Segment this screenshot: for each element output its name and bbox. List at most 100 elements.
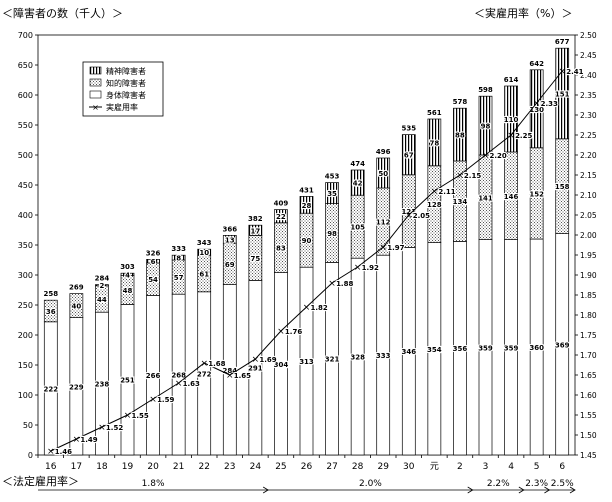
y-right-tick-label: 1.85 (580, 291, 597, 300)
legal-rate-arrow (467, 486, 474, 494)
x-tick-label: 5 (534, 462, 540, 472)
y-right-tick-label: 2.10 (580, 191, 597, 200)
rate-label: 1.59 (157, 396, 174, 404)
label-mental: 13 (225, 236, 235, 244)
label-mental: 2 (99, 282, 104, 290)
label-total: 366 (222, 225, 237, 233)
legal-rate-label: 2.2% (487, 479, 510, 489)
x-tick-label: 6 (559, 462, 565, 472)
label-total: 284 (95, 275, 110, 283)
rate-label: 1.46 (55, 448, 72, 456)
rate-point: × (98, 423, 106, 433)
x-tick-label: 19 (122, 462, 134, 472)
label-intellectual: 128 (427, 201, 442, 209)
label-intellectual: 112 (376, 219, 391, 227)
rate-label: 1.65 (234, 372, 251, 380)
label-intellectual: 36 (46, 308, 56, 316)
label-mental: 6 (151, 258, 156, 266)
y-right-tick-label: 1.65 (580, 371, 597, 380)
label-mental: 67 (404, 152, 414, 160)
x-tick-label: 17 (71, 462, 82, 472)
bar-mental (120, 272, 135, 276)
rate-label: 2.11 (438, 188, 455, 196)
rate-label: 1.97 (387, 244, 404, 252)
y-left-tick-label: 250 (18, 301, 33, 310)
label-intellectual: 98 (327, 230, 337, 238)
label-physical: 284 (222, 367, 237, 375)
bar-mental (427, 118, 442, 167)
rate-point: × (175, 379, 183, 389)
x-tick-label: 3 (483, 462, 489, 472)
rate-point: × (226, 371, 234, 381)
label-mental: 17 (250, 227, 260, 235)
rate-point: × (328, 279, 336, 289)
y-right-tick-label: 2.30 (580, 111, 597, 120)
legal-rate-arrow (518, 486, 525, 494)
rate-point: × (47, 447, 55, 457)
x-tick-label: 25 (275, 462, 286, 472)
label-physical: 229 (69, 383, 84, 391)
rate-point: × (533, 99, 541, 109)
x-tick-label: 元 (430, 462, 439, 472)
bar-mental (453, 107, 467, 162)
rate-label: 1.49 (80, 436, 97, 444)
y-left-tick-label: 150 (18, 361, 33, 370)
y-right-tick-label: 1.95 (580, 251, 597, 260)
rate-label: 1.88 (336, 280, 353, 288)
rate-point: × (303, 303, 311, 313)
x-tick-label: 20 (147, 462, 159, 472)
label-mental: 28 (302, 202, 312, 210)
label-intellectual: 57 (174, 274, 184, 282)
label-mental: 98 (481, 123, 491, 131)
y-right-tick-label: 1.45 (580, 451, 597, 460)
x-footer-title: ＜法定雇用率＞ (2, 474, 79, 488)
label-total: 343 (197, 239, 212, 247)
label-physical: 356 (453, 345, 468, 353)
bar-mental (274, 209, 288, 224)
label-total: 614 (504, 76, 519, 84)
label-intellectual: 152 (529, 190, 544, 198)
label-mental: 130 (529, 106, 544, 114)
rate-label: 1.76 (285, 328, 302, 336)
label-total: 642 (529, 60, 544, 68)
bar-mental (350, 169, 365, 196)
label-physical: 238 (95, 381, 110, 389)
label-physical: 266 (146, 372, 161, 380)
y-right-tick-label: 1.55 (580, 411, 597, 420)
bars (43, 47, 570, 456)
label-mental: 88 (455, 132, 465, 140)
label-physical: 313 (299, 358, 314, 366)
legal-rate-label: 2.5% (551, 479, 574, 489)
label-intellectual: 121 (401, 208, 416, 216)
label-intellectual: 134 (453, 198, 468, 206)
label-intellectual: 61 (199, 271, 209, 279)
label-total: 598 (478, 86, 493, 94)
label-physical: 268 (171, 372, 186, 380)
y-left-tick-label: 500 (18, 151, 33, 160)
label-total: 258 (43, 290, 58, 298)
rate-label: 1.63 (183, 380, 200, 388)
y-left-tick-label: 0 (28, 451, 33, 460)
y-right-tick-label: 2.35 (580, 91, 597, 100)
y-left-tick-label: 300 (18, 271, 33, 280)
legend: 精神障害者 知的障害者 身体障害者 × 実雇用率 (82, 61, 164, 117)
legend-marker-rate: × (92, 103, 99, 112)
legend-label-intellectual: 知的障害者 (106, 78, 146, 88)
x-tick-label: 18 (96, 462, 108, 472)
rate-label: 1.52 (106, 424, 123, 432)
y-axis-right: 1.45 1.50 1.55 1.60 1.65 1.70 1.75 1.80 1.85 1.90… (575, 31, 597, 460)
y-right-tick-label: 1.90 (580, 271, 597, 280)
y-right-tick-label: 1.80 (580, 311, 597, 320)
label-physical: 333 (376, 352, 391, 360)
rate-point: × (379, 243, 387, 253)
bar-mental (555, 47, 570, 140)
y-right-tick-label: 1.50 (580, 431, 597, 440)
rate-label: 2.05 (413, 212, 430, 220)
y-left-tick-label: 600 (18, 91, 33, 100)
label-intellectual: 105 (350, 224, 365, 232)
bar-mental (504, 85, 518, 153)
rate-point: × (558, 67, 566, 77)
rate-point: × (124, 411, 132, 421)
rate-line-path (50, 70, 563, 452)
